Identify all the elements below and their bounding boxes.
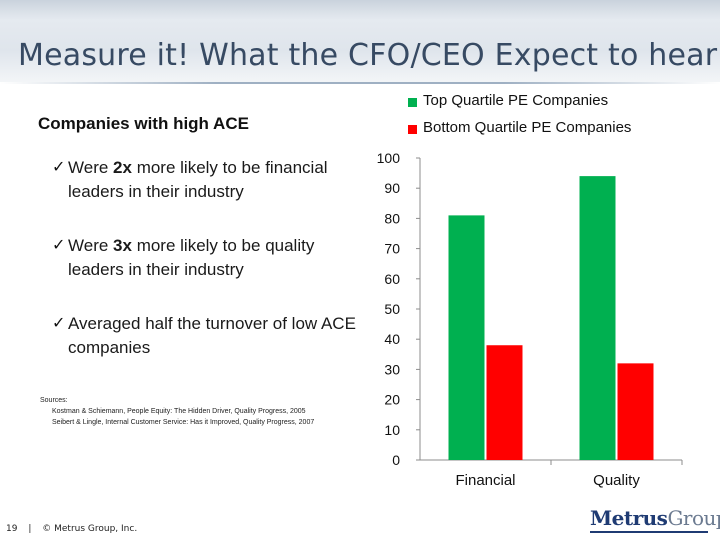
y-tick-label: 90 [384,180,400,196]
bar-chart: 0 10 20 30 40 50 60 70 80 90 100 Financial Quality [377,150,683,489]
y-tick-label: 20 [384,392,400,408]
y-tick-label: 100 [377,150,401,166]
bullet-quality: ✓ Were 3x more likely to be quality lead… [52,234,358,282]
copyright: © Metrus Group, Inc. [42,524,138,534]
y-tick-label: 80 [384,210,400,226]
y-tick-label: 60 [384,271,400,287]
y-tick-label: 40 [384,331,400,347]
y-tick-label: 0 [392,452,400,468]
title-band [0,0,720,84]
bar-bottom-quality [617,363,654,460]
y-tick-label: 70 [384,241,400,257]
checkmark-icon: ✓ [52,237,66,254]
sources-note: Sources: Kostman & Schiemann, People Equ… [40,395,340,428]
footer-separator: | [28,524,32,534]
left-panel: Companies with high ACE ✓ Were 2x more l… [38,114,358,357]
legend-label: Bottom Quartile PE Companies [423,119,632,136]
y-tick-label: 50 [384,301,400,317]
bar-bottom-financial [486,345,523,460]
bullet-financial: ✓ Were 2x more likely to be financial le… [52,156,358,204]
bullet-text: Averaged half the turnover of low ACE co… [68,314,356,357]
legend-label: Top Quartile PE Companies [423,92,609,109]
slide-title: Measure it! What the CFO/CEO Expect to h… [18,38,720,73]
source-reference: Seibert & Lingle, Internal Customer Serv… [52,419,315,426]
checkmark-icon: ✓ [52,159,66,176]
logo-underline [590,531,708,533]
x-category-label: Financial [455,472,515,489]
legend-swatch [408,98,417,107]
footer: 19 | © Metrus Group, Inc. [6,524,145,534]
title-divider [0,82,720,84]
source-reference: Kostman & Schiemann, People Equity: The … [52,408,306,415]
checkmark-icon: ✓ [52,315,66,332]
sources-heading: Sources: [40,397,68,404]
bar-top-quality [579,176,616,460]
bullet-text: Were 2x more likely to be financial lead… [68,158,328,201]
bullet-text: Were 3x more likely to be quality leader… [68,236,315,279]
y-tick-label: 30 [384,361,400,377]
bullet-turnover: ✓ Averaged half the turnover of low ACE … [52,312,358,360]
y-tick-label: 10 [384,422,400,438]
x-category-label: Quality [593,472,640,489]
page-number: 19 [6,524,18,534]
subheading: Companies with high ACE [38,114,249,133]
legend-swatch [408,125,417,134]
bar-top-financial [448,215,485,460]
